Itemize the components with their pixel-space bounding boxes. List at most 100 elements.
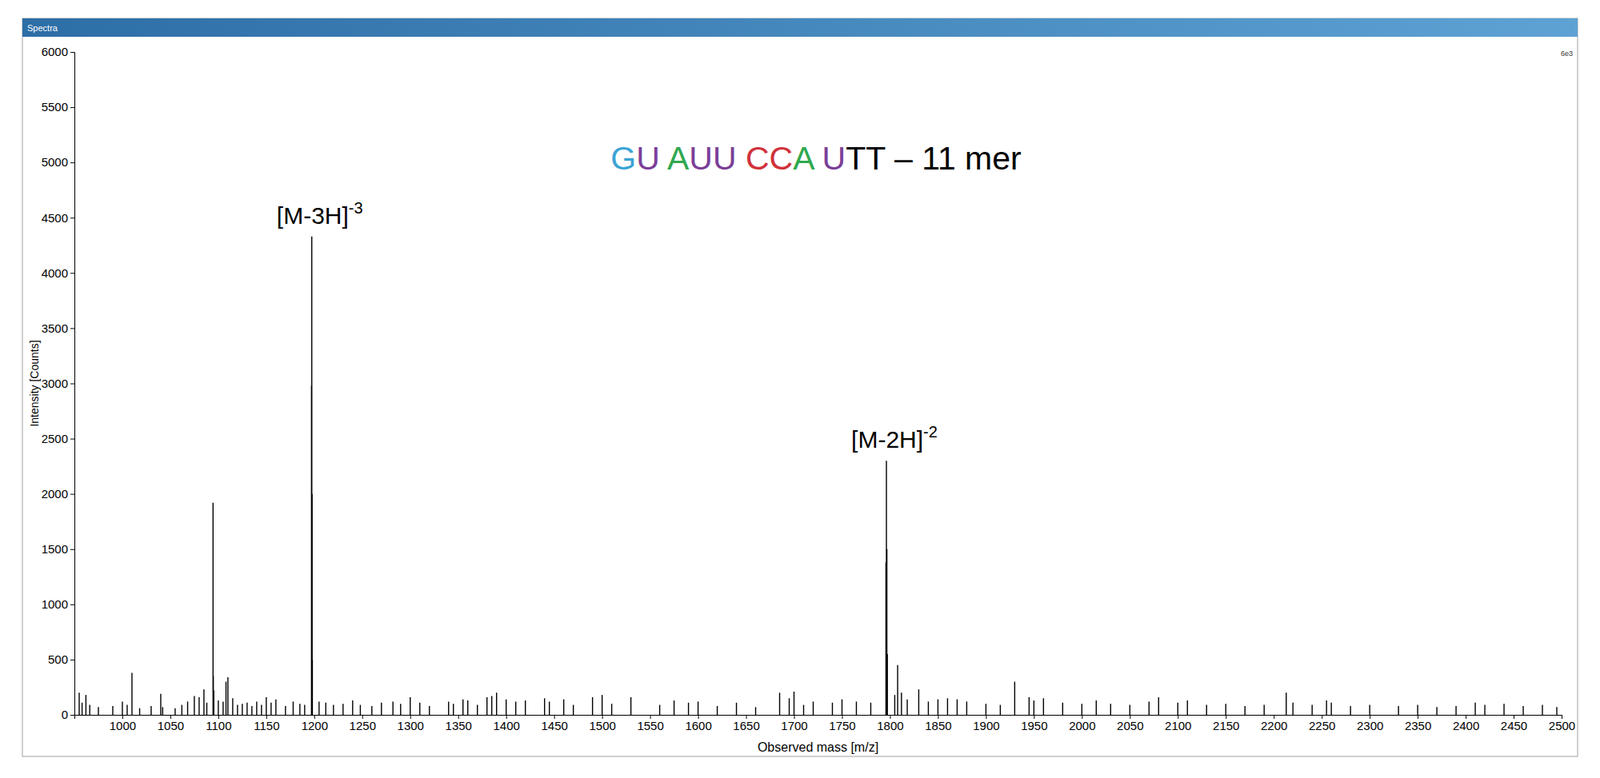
tick-label: 2300 (1356, 719, 1384, 733)
peak (467, 700, 468, 716)
tick-mark (70, 660, 75, 661)
peak (486, 697, 488, 716)
tick: 2400 (1452, 715, 1480, 733)
tick: 1800 (876, 715, 904, 733)
peak (544, 698, 545, 716)
peak (380, 703, 382, 716)
peak (78, 692, 80, 716)
peak (1503, 704, 1504, 716)
tick: 2350 (1404, 715, 1432, 733)
tick-label: 2400 (1452, 719, 1480, 733)
peak (1206, 705, 1208, 716)
tick-label: 3500 (41, 321, 68, 336)
peak (476, 705, 478, 716)
tick: 500 (48, 652, 75, 667)
tick-label: 2350 (1404, 719, 1432, 733)
tick: 2500 (1548, 715, 1576, 733)
tick-label: 1250 (349, 719, 376, 733)
peak (755, 707, 756, 716)
peak (918, 689, 920, 716)
title-segment: G (610, 140, 636, 177)
tick-label: 1750 (828, 719, 856, 733)
peak (716, 706, 718, 716)
tick-label: 1500 (41, 542, 68, 556)
peak (1484, 705, 1485, 716)
peak (1416, 705, 1418, 716)
title-segment: UU (688, 140, 746, 177)
tick: 1200 (301, 715, 328, 733)
peak (284, 706, 286, 716)
peak (222, 701, 224, 716)
tick-label: 4000 (41, 266, 68, 280)
tick-label: 2450 (1500, 719, 1528, 733)
tick: 5500 (41, 100, 75, 114)
peak (97, 707, 99, 716)
tick: 1500 (41, 542, 75, 556)
peak (1096, 700, 1097, 716)
annotation-text: [M-3H] (276, 202, 349, 229)
tick: 2200 (1260, 715, 1288, 733)
peak (906, 700, 908, 716)
peak (1325, 700, 1327, 716)
tick-label: 1200 (301, 719, 328, 733)
tick-label: 2150 (1212, 719, 1240, 733)
tick-label: 1800 (876, 719, 904, 733)
axis-line (75, 716, 1563, 720)
tick-label: 500 (48, 652, 68, 667)
tick-label: 1650 (732, 719, 760, 733)
peak (841, 700, 843, 716)
tick-mark (70, 217, 75, 219)
tick-label: 1700 (780, 719, 808, 733)
tick: 2450 (1500, 715, 1528, 733)
peak (1000, 705, 1001, 716)
tick-label: 1600 (684, 719, 712, 733)
peak (1033, 700, 1035, 716)
peak (392, 701, 393, 716)
peak (409, 697, 411, 716)
peak (121, 701, 123, 716)
peak (227, 677, 228, 716)
peak (332, 705, 334, 716)
tick-label: 1900 (972, 719, 1000, 733)
tick-mark (70, 272, 75, 274)
tick: 1600 (684, 715, 712, 733)
tick-mark (70, 107, 75, 108)
tick-label: 1500 (588, 719, 616, 733)
peak (419, 703, 420, 716)
peak (260, 705, 262, 716)
tick: 2250 (1308, 715, 1336, 733)
tick-label: 5000 (41, 155, 68, 169)
tick: 1950 (1020, 715, 1048, 733)
annotation: [M-2H]-2 (851, 423, 938, 453)
peak (311, 236, 312, 716)
x-axis: 1000105011001150120012501300135014001450… (75, 715, 1576, 733)
marks (79, 236, 1557, 716)
peak (181, 705, 183, 716)
peak (887, 654, 888, 716)
tick-mark (70, 52, 75, 53)
axis-line (70, 52, 76, 716)
tick-label: 2000 (1068, 719, 1096, 733)
peak (212, 676, 214, 716)
tick-label: 3000 (41, 376, 68, 391)
peak (150, 706, 152, 716)
peak (736, 703, 737, 716)
tick-label: 2250 (1308, 719, 1336, 733)
tick-label: 1100 (205, 719, 232, 733)
tick: 3000 (41, 376, 75, 391)
tick: 1650 (732, 715, 760, 733)
peak (659, 705, 660, 716)
tick-mark (70, 549, 75, 551)
y-axis-title: Intensity [Counts] (28, 340, 41, 427)
peak (1556, 707, 1557, 716)
peak (452, 704, 454, 716)
peak (139, 708, 140, 716)
tick: 2100 (1164, 715, 1192, 733)
title: GU AUU CCA UTT – 11 mer (610, 140, 1021, 177)
peak (697, 701, 699, 716)
annotation-text: [M-2H] (851, 426, 924, 453)
tick: 2050 (1116, 715, 1144, 733)
tick-label: 1000 (109, 719, 136, 733)
tick-label: 6000 (41, 44, 68, 59)
peak (217, 700, 219, 716)
